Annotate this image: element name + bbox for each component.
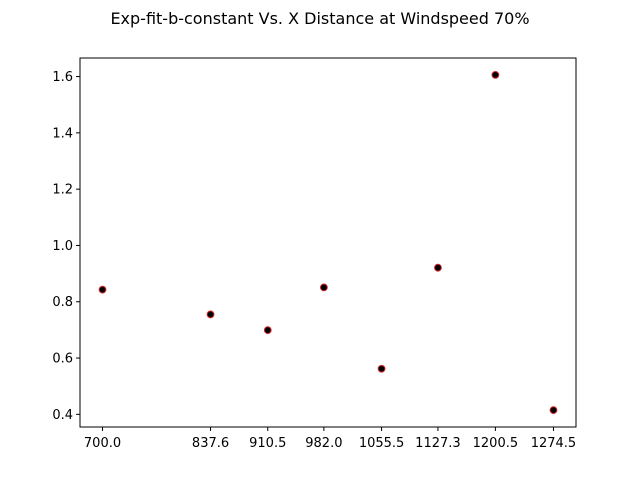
data-point <box>319 283 328 292</box>
y-tick-label: 1.0 <box>52 239 73 254</box>
x-tick-label: 1127.3 <box>415 436 461 451</box>
y-tick-label: 1.2 <box>52 183 73 198</box>
x-tick-label: 1055.5 <box>359 436 405 451</box>
x-axis: 700.0 837.6 910.5 982.0 1055.5 1127.3 1200.5 12… <box>84 427 576 451</box>
data-points <box>98 70 558 415</box>
x-tick-label: 700.0 <box>84 436 121 451</box>
chart-title: Exp-fit-b-constant Vs. X Distance at Win… <box>110 9 529 28</box>
x-tick-label: 1200.5 <box>473 436 519 451</box>
data-point <box>98 285 107 294</box>
x-tick-label: 837.6 <box>192 436 229 451</box>
y-axis: 0.4 0.6 0.8 1.0 1.2 1.4 1.6 <box>52 70 80 423</box>
data-point <box>549 406 558 415</box>
y-tick-label: 1.4 <box>52 126 73 141</box>
y-tick-label: 1.6 <box>52 70 73 85</box>
data-point <box>434 263 442 272</box>
data-point <box>491 70 500 79</box>
y-tick-label: 0.4 <box>52 408 73 423</box>
data-point <box>263 326 272 335</box>
x-tick-label: 982.0 <box>305 436 342 451</box>
y-tick-label: 0.8 <box>52 295 73 310</box>
data-point <box>377 364 386 373</box>
y-tick-label: 0.6 <box>52 352 73 367</box>
data-point <box>206 310 215 319</box>
x-tick-label: 1274.5 <box>531 436 577 451</box>
x-tick-label: 910.5 <box>249 436 286 451</box>
plot-frame <box>79 57 577 428</box>
